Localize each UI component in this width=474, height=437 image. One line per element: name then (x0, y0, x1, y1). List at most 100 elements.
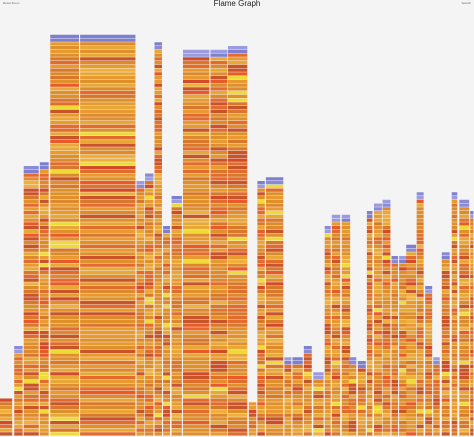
flame-frame[interactable] (425, 293, 433, 297)
flame-frame[interactable] (80, 432, 136, 436)
flame-frame[interactable] (265, 357, 284, 361)
flame-frame[interactable] (382, 406, 391, 410)
flame-frame[interactable] (50, 121, 80, 125)
flame-frame[interactable] (227, 109, 248, 114)
flame-frame[interactable] (50, 432, 80, 436)
flame-frame[interactable] (382, 267, 391, 271)
flame-frame[interactable] (154, 256, 162, 260)
flame-frame[interactable] (451, 278, 458, 282)
flame-frame[interactable] (145, 424, 154, 429)
flame-frame[interactable] (441, 387, 450, 391)
flame-frame[interactable] (136, 353, 145, 357)
flame-frame[interactable] (145, 361, 154, 365)
flame-frame[interactable] (182, 102, 210, 106)
flame-frame[interactable] (348, 361, 357, 365)
flame-frame[interactable] (373, 331, 382, 335)
flame-frame[interactable] (399, 256, 407, 260)
flame-frame[interactable] (23, 312, 39, 316)
flame-frame[interactable] (399, 368, 407, 372)
flame-frame[interactable] (80, 289, 136, 294)
flame-frame[interactable] (373, 409, 382, 414)
flame-frame[interactable] (182, 248, 210, 252)
flame-frame[interactable] (382, 417, 391, 421)
flame-frame[interactable] (382, 428, 391, 432)
flame-frame[interactable] (227, 98, 248, 102)
flame-frame[interactable] (23, 353, 39, 357)
flame-frame[interactable] (50, 214, 80, 219)
flame-frame[interactable] (366, 293, 373, 297)
flame-frame[interactable] (373, 353, 382, 357)
flame-frame[interactable] (357, 383, 366, 387)
flame-frame[interactable] (373, 263, 382, 267)
flame-frame[interactable] (257, 252, 265, 256)
flame-frame[interactable] (441, 383, 450, 387)
flame-frame[interactable] (39, 244, 49, 249)
flame-frame[interactable] (451, 304, 458, 309)
flame-frame[interactable] (459, 316, 470, 320)
flame-frame[interactable] (210, 199, 228, 204)
flame-frame[interactable] (416, 192, 424, 196)
flame-frame[interactable] (399, 338, 407, 342)
flame-frame[interactable] (154, 353, 162, 357)
flame-frame[interactable] (470, 361, 474, 365)
flame-frame[interactable] (39, 162, 49, 166)
flame-frame[interactable] (425, 327, 433, 331)
flame-frame[interactable] (331, 338, 341, 342)
flame-frame[interactable] (39, 271, 49, 275)
flame-frame[interactable] (357, 398, 366, 402)
flame-frame[interactable] (406, 398, 417, 402)
flame-frame[interactable] (470, 413, 474, 417)
flame-frame[interactable] (433, 409, 440, 414)
flame-frame[interactable] (163, 394, 171, 399)
flame-frame[interactable] (182, 109, 210, 114)
flame-frame[interactable] (227, 289, 248, 294)
flame-frame[interactable] (154, 128, 162, 132)
flame-stack[interactable] (348, 357, 357, 436)
flame-frame[interactable] (50, 169, 80, 174)
flame-frame[interactable] (341, 316, 351, 320)
flame-frame[interactable] (366, 256, 373, 260)
flame-frame[interactable] (50, 428, 80, 432)
flame-frame[interactable] (227, 349, 248, 354)
flame-frame[interactable] (292, 391, 303, 395)
flame-frame[interactable] (171, 364, 182, 369)
flame-frame[interactable] (441, 308, 450, 312)
flame-frame[interactable] (373, 398, 382, 402)
flame-frame[interactable] (373, 203, 382, 207)
flame-frame[interactable] (391, 289, 399, 294)
flame-frame[interactable] (145, 203, 154, 207)
flame-frame[interactable] (382, 383, 391, 387)
flame-frame[interactable] (406, 289, 417, 294)
flame-frame[interactable] (39, 278, 49, 282)
flame-frame[interactable] (416, 421, 424, 425)
flame-frame[interactable] (341, 286, 351, 290)
flame-frame[interactable] (136, 259, 145, 264)
flame-frame[interactable] (373, 297, 382, 301)
flame-frame[interactable] (406, 301, 417, 305)
flame-frame[interactable] (292, 368, 303, 372)
flame-frame[interactable] (459, 364, 470, 369)
flame-frame[interactable] (341, 376, 351, 380)
flame-frame[interactable] (163, 364, 171, 369)
flame-frame[interactable] (451, 394, 458, 399)
flame-frame[interactable] (366, 349, 373, 354)
flame-frame[interactable] (50, 338, 80, 342)
flame-frame[interactable] (357, 402, 366, 406)
flame-frame[interactable] (154, 421, 162, 425)
flame-frame[interactable] (227, 319, 248, 324)
flame-frame[interactable] (145, 432, 154, 436)
flame-frame[interactable] (441, 338, 450, 342)
flame-frame[interactable] (23, 338, 39, 342)
flame-frame[interactable] (210, 379, 228, 384)
flame-frame[interactable] (265, 177, 284, 181)
flame-frame[interactable] (348, 391, 357, 395)
flame-frame[interactable] (227, 94, 248, 99)
flame-frame[interactable] (348, 387, 357, 391)
flame-frame[interactable] (23, 263, 39, 267)
flame-frame[interactable] (182, 391, 210, 395)
flame-frame[interactable] (210, 364, 228, 369)
flame-frame[interactable] (348, 383, 357, 387)
flame-frame[interactable] (341, 256, 351, 260)
flame-frame[interactable] (145, 379, 154, 384)
flame-frame[interactable] (50, 293, 80, 297)
